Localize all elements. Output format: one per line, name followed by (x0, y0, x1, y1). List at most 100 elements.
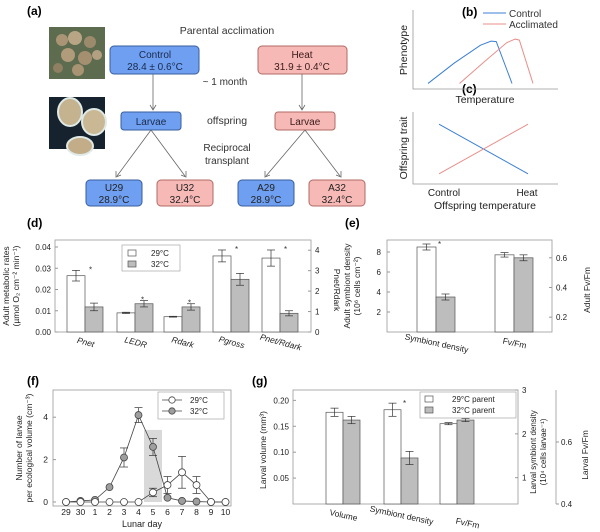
transplant-arrows (115, 129, 342, 178)
y2tick-label: 0.2 (556, 313, 568, 322)
data-point (62, 498, 70, 506)
ytick-label: 0.20 (273, 396, 289, 405)
panel-a-diagram: Parental acclimation Control 28.4 ± 0.6°… (49, 25, 366, 207)
xtick-label: Pnet/Rdark (259, 332, 303, 353)
data-point (105, 483, 114, 492)
xtick-label: Symbiont density (404, 331, 470, 354)
bar-29°C-P_net (66, 275, 86, 333)
data-point (192, 497, 201, 506)
xtick-label: 4 (136, 507, 141, 517)
data-point (105, 498, 114, 506)
panel-e-ylabel-1: Adult symbiont density (342, 243, 352, 329)
significance-star: * (438, 240, 441, 249)
y2tick-label: 0.6 (556, 254, 568, 263)
xtick-label: 8 (194, 507, 199, 517)
bar-29°C-LEDR (116, 312, 136, 333)
y2tick-label: 3 (522, 386, 527, 395)
data-point (120, 453, 128, 462)
panel-b-chart: Control Acclimated Temperature Phenotype (398, 9, 558, 106)
xtick-label: 5 (151, 507, 156, 517)
xtick-label: Volume (329, 507, 359, 523)
panel-f-legend (157, 391, 225, 420)
control-box (109, 45, 200, 75)
bar-32°C-Symbiont density (435, 296, 456, 333)
xtick-label: Rdark (171, 334, 196, 350)
bar-29°C-Fv/Fm (494, 254, 515, 333)
panel-f-frame (52, 389, 232, 507)
xtick-label: 2 (107, 507, 112, 517)
bar-29°C-Symbiont density (416, 246, 437, 333)
heat-box (257, 45, 348, 75)
group-name: A32 (328, 183, 346, 194)
panel-label-a: (a) (27, 4, 42, 18)
data-point (192, 481, 201, 489)
legend-32: 32°C (151, 260, 169, 269)
ytick-label: 0 (43, 497, 48, 507)
significance-star: * (188, 299, 191, 308)
panel-label-b: (b) (462, 5, 477, 19)
bar-29°C parent-Volume (325, 411, 344, 505)
legend-29: 29°C (151, 249, 169, 258)
xtick-label: 7 (180, 507, 185, 517)
reciprocal-label: Reciprocal (203, 143, 250, 154)
y3tick-label: 0.4 (561, 500, 573, 509)
group-temp: 28.9°C (251, 195, 282, 206)
panel-d-ylabel-2: (µmol O₂ cm⁻² min⁻¹) (11, 245, 21, 326)
ytick-label: 0.01 (35, 307, 51, 316)
bar-32°C parent-Fv/Fm (456, 419, 475, 505)
bar-29°C-P_gross (212, 255, 232, 333)
legend-acclimated-label: Acclimated (509, 20, 558, 31)
heat-temp: 31.9 ± 0.4°C (274, 62, 330, 73)
y2tick-label: 4 (315, 246, 320, 255)
bar-32°C-P_gross (230, 278, 250, 333)
heat-title: Heat (291, 50, 312, 61)
group-temp: 28.9°C (99, 195, 130, 206)
control-larvae-label: Larvae (136, 117, 167, 128)
coral-colony-photo (49, 27, 105, 79)
offspring-label: offspring (207, 115, 247, 127)
line-acclimated (438, 123, 529, 175)
xtick-label: Symbiont density (369, 503, 435, 526)
panel-d-ylabel-1: Adult metabolic rates (1, 246, 11, 325)
data-point (178, 468, 186, 477)
panel-g-chart: 0.05 0.10 0.15 0.20 1 2 3 0.4 0.6 Volume * Symbiont… (258, 386, 590, 530)
ytick-label: 8 (377, 248, 382, 257)
significance-star: * (141, 296, 144, 305)
xtick-label: Fv/Fm (455, 516, 481, 531)
data-point (163, 481, 172, 489)
ytick-label: 2 (43, 455, 48, 465)
panel-label-g: (g) (252, 374, 267, 388)
legend-swatch-29 (127, 249, 137, 257)
ytick-label: 0.02 (35, 286, 51, 295)
data-point (120, 498, 128, 506)
data-point (178, 497, 186, 505)
data-point (163, 493, 172, 502)
group-name: A29 (257, 183, 275, 194)
xtick-label: Pnet (76, 335, 96, 349)
panel-g-y3label: Larval Fv/Fm (580, 430, 590, 480)
xtick-label: Fv/Fm (502, 336, 528, 351)
group-name: U32 (176, 183, 195, 194)
xtick-label: Pgross (218, 334, 247, 351)
data-point (221, 498, 230, 506)
ytick-label: 4 (377, 288, 382, 297)
parental-acclimation-label: Parental acclimation (180, 25, 275, 37)
panel-g-ylabel: Larval volume (mm³) (258, 411, 268, 489)
ytick-label: 0.15 (273, 422, 289, 431)
control-title: Control (139, 50, 171, 61)
group-box-u32 (156, 179, 214, 207)
ytick-label: 0.05 (273, 474, 289, 483)
legend-marker (168, 396, 176, 404)
legend-label: 32°C (190, 407, 208, 416)
panel-g-legend (419, 391, 517, 419)
group-box-a29 (237, 179, 295, 207)
bar-32°C parent-Volume (342, 419, 361, 505)
bar-32°C-R_dark (181, 306, 201, 333)
y2tick-label: 0.4 (556, 283, 568, 292)
panel-e-frame (386, 239, 553, 333)
data-point (207, 498, 215, 506)
y3tick-label: 0.6 (561, 438, 573, 447)
ytick-label: 6 (377, 268, 382, 277)
panel-e-chart: 2 4 6 8 0.2 0.4 0.6 * Symbiont density Fv/Fm Adul… (342, 239, 592, 355)
panel-f-xlabel: Lunar day (122, 519, 163, 529)
